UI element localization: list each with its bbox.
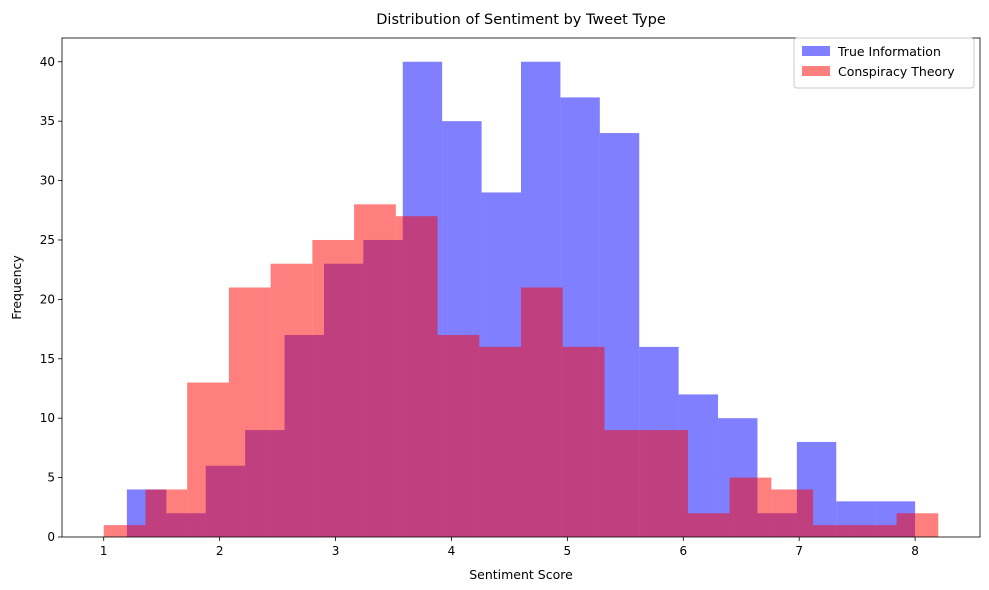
legend-box bbox=[793, 37, 975, 89]
chart-title: Distribution of Sentiment by Tweet Type bbox=[376, 12, 666, 28]
legend: True Information Conspiracy Theory bbox=[793, 37, 975, 89]
histogram-bar-series-1 bbox=[354, 204, 396, 538]
histogram-bar-series-1 bbox=[854, 525, 897, 537]
histogram-bar-series-1 bbox=[687, 513, 730, 537]
x-tick-label: 6 bbox=[679, 544, 687, 558]
histogram-bar-series-1 bbox=[103, 525, 146, 537]
histogram-bar-series-1 bbox=[729, 477, 772, 537]
y-tick-label: 25 bbox=[40, 233, 55, 247]
histogram-bar-series-1 bbox=[228, 287, 271, 537]
x-axis-ticks: 1 2 3 4 5 6 7 8 bbox=[100, 537, 919, 558]
plot-frame bbox=[61, 37, 981, 538]
y-tick-label: 15 bbox=[40, 352, 55, 366]
x-tick-label: 4 bbox=[448, 544, 456, 558]
histogram-bar-series-1 bbox=[604, 430, 647, 537]
bars-layer bbox=[103, 61, 939, 538]
y-axis-ticks: 0 5 10 15 20 25 30 35 40 bbox=[40, 55, 62, 544]
histogram-bar-series-1 bbox=[896, 513, 939, 537]
histogram-bar-series-1 bbox=[771, 489, 814, 537]
histogram-bar-series-1 bbox=[270, 263, 313, 537]
y-tick-label: 20 bbox=[40, 292, 55, 306]
histogram-bar-series-1 bbox=[145, 489, 188, 537]
histogram-bar-series-1 bbox=[187, 382, 229, 537]
x-tick-label: 3 bbox=[332, 544, 340, 558]
y-tick-label: 35 bbox=[40, 114, 55, 128]
histogram-bar-series-1 bbox=[813, 525, 855, 537]
x-tick-label: 5 bbox=[564, 544, 572, 558]
x-axis-label: Sentiment Score bbox=[469, 567, 573, 582]
legend-label: Conspiracy Theory bbox=[838, 64, 955, 79]
histogram-bar-series-1 bbox=[646, 430, 688, 537]
legend-swatch bbox=[802, 46, 830, 56]
y-tick-label: 30 bbox=[40, 174, 55, 188]
histogram-bar-series-1 bbox=[479, 346, 521, 537]
y-axis-label: Frequency bbox=[9, 255, 24, 320]
histogram-bar-series-1 bbox=[437, 335, 480, 537]
legend-label: True Information bbox=[837, 44, 941, 59]
y-tick-label: 5 bbox=[47, 471, 55, 485]
x-tick-label: 1 bbox=[100, 544, 108, 558]
histogram-bar-series-1 bbox=[395, 216, 438, 537]
histogram-bar-series-1 bbox=[562, 346, 605, 537]
x-tick-label: 7 bbox=[795, 544, 803, 558]
y-tick-label: 0 bbox=[47, 530, 55, 544]
y-tick-label: 10 bbox=[40, 411, 55, 425]
legend-swatch bbox=[802, 66, 830, 76]
x-tick-label: 8 bbox=[911, 544, 919, 558]
y-tick-label: 40 bbox=[40, 55, 55, 69]
histogram-bar-series-1 bbox=[521, 287, 563, 537]
histogram-bar-series-1 bbox=[312, 239, 355, 537]
x-tick-label: 2 bbox=[216, 544, 224, 558]
